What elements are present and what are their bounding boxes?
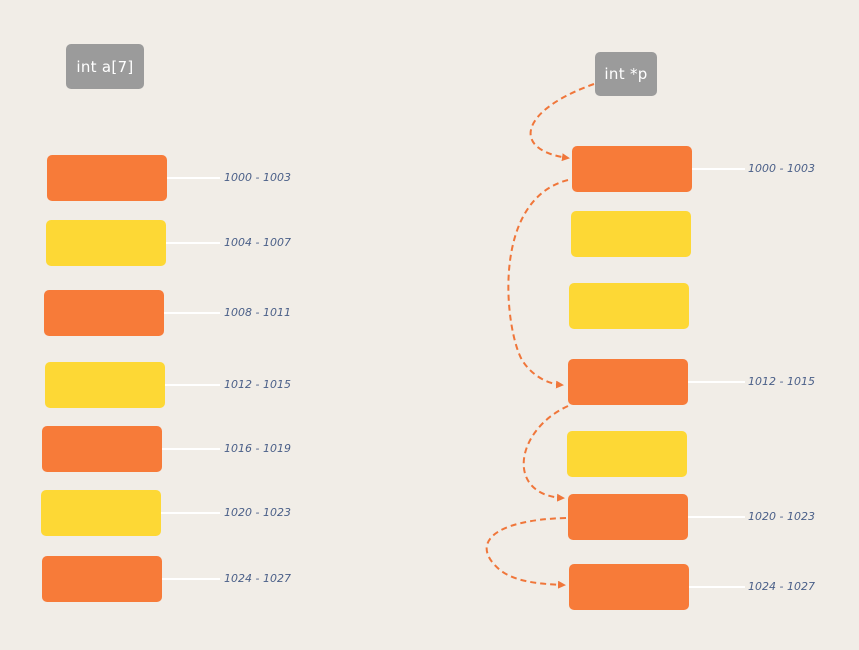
pointer-address-label-1: 1000 - 1003 [748,162,815,175]
pointer-declaration-label: int *p [595,52,657,96]
pointer-cell-1 [572,146,692,192]
array-cell-6 [41,490,161,536]
arrow-p-to-cell-1 [529,83,595,162]
array-address-label-1: 1000 - 1003 [224,171,291,184]
arrow-cell-1-to-cell-4 [507,179,569,389]
pointer-cell-6 [568,494,688,540]
array-cell-5 [42,426,162,472]
array-cell-7 [42,556,162,602]
arrow-cell-6-to-cell-7 [485,517,567,589]
pointer-cell-2 [571,211,691,257]
pointer-address-label-4: 1012 - 1015 [748,375,815,388]
array-cell-2 [46,220,166,266]
array-address-label-3: 1008 - 1011 [224,306,291,319]
array-address-label-2: 1004 - 1007 [224,236,291,249]
array-address-label-7: 1024 - 1027 [224,572,291,585]
pointer-arrows [485,83,595,589]
array-cell-3 [44,290,164,336]
pointer-address-label-6: 1020 - 1023 [748,510,815,523]
pointer-address-label-7: 1024 - 1027 [748,580,815,593]
array-address-label-5: 1016 - 1019 [224,442,291,455]
array-cell-4 [45,362,165,408]
array-address-label-6: 1020 - 1023 [224,506,291,519]
arrow-cell-4-to-cell-6 [522,405,569,502]
pointer-cell-5 [567,431,687,477]
address-lines [161,168,745,588]
pointer-cell-3 [569,283,689,329]
pointer-cell-7 [569,564,689,610]
array-cell-1 [47,155,167,201]
array-declaration-label: int a[7] [66,44,144,89]
pointer-cell-4 [568,359,688,405]
array-address-label-4: 1012 - 1015 [224,378,291,391]
